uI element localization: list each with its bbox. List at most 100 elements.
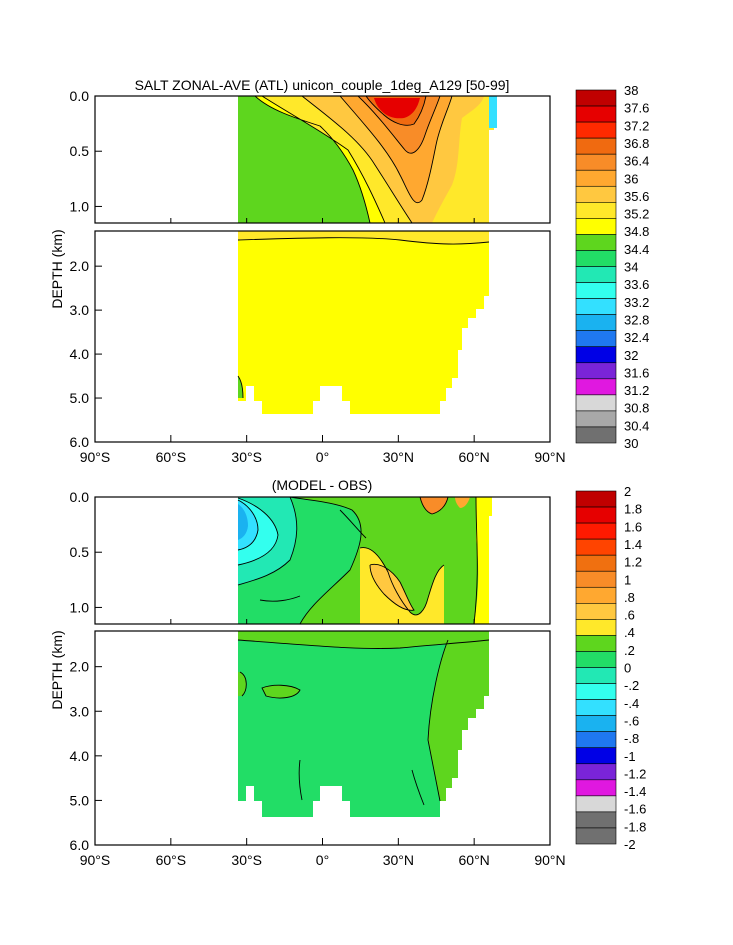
colorbar-label: 36.8 bbox=[624, 136, 649, 151]
x-tick-label: 90°N bbox=[534, 449, 565, 465]
y-axis-label: DEPTH (km) bbox=[49, 229, 65, 308]
colorbar-swatch bbox=[575, 410, 617, 428]
y-tick-label: 0.0 bbox=[70, 489, 90, 505]
colorbar-label: 30 bbox=[624, 436, 638, 451]
colorbar-swatch bbox=[575, 795, 617, 813]
diff-deep-east-positive bbox=[428, 640, 489, 801]
y-tick-label: 0.0 bbox=[70, 88, 90, 104]
y-tick-label: 3.0 bbox=[70, 302, 90, 318]
colorbar-swatch bbox=[575, 314, 617, 331]
colorbar-label: 32.4 bbox=[624, 330, 649, 345]
y-tick-label: 1.0 bbox=[70, 198, 90, 214]
y-tick-label: 0.5 bbox=[70, 143, 90, 159]
colorbar-swatch bbox=[575, 779, 617, 797]
x-tick-label: 0° bbox=[316, 852, 329, 868]
diff-field-negative-4 bbox=[238, 504, 248, 540]
colorbar-label: 1 bbox=[624, 572, 631, 587]
diff-deep-blob-1 bbox=[262, 685, 300, 698]
colorbar-swatch bbox=[575, 137, 617, 155]
x-tick-label: 30°S bbox=[231, 449, 262, 465]
y-tick-label: 5.0 bbox=[70, 390, 90, 406]
colorbar-label: -1.4 bbox=[624, 784, 646, 799]
colorbar-label: .6 bbox=[624, 608, 635, 623]
colorbar-label: .8 bbox=[624, 590, 635, 605]
colorbar-label: 33.6 bbox=[624, 277, 649, 292]
y-tick-label: 3.0 bbox=[70, 703, 90, 719]
colorbar-label: .2 bbox=[624, 643, 635, 658]
salt-deep-southern bbox=[238, 376, 243, 398]
colorbar-label: 30.8 bbox=[624, 401, 649, 416]
x-tick-label: 90°S bbox=[80, 449, 111, 465]
colorbar-label: -1.8 bbox=[624, 819, 646, 834]
y-tick-label: 0.5 bbox=[70, 544, 90, 560]
colorbar-swatch bbox=[575, 506, 617, 524]
salt-lower-panel-field bbox=[237, 231, 490, 414]
colorbar-swatch bbox=[575, 185, 617, 203]
salt-axes: 90°S 60°S 30°S 0° 30°N 60°N 90°N 0.0 0.5 1.0 2.0 3.… bbox=[70, 88, 566, 465]
colorbar-label: 34 bbox=[624, 260, 638, 275]
colorbar-label: -1.2 bbox=[624, 766, 646, 781]
colorbar-swatch bbox=[575, 282, 617, 299]
salt-field-37.2 bbox=[374, 98, 420, 119]
colorbar-label: 36 bbox=[624, 171, 638, 186]
y-tick-label: 1.0 bbox=[70, 599, 90, 615]
diff-field-surface-warm bbox=[420, 497, 448, 514]
y-tick-label: 4.0 bbox=[70, 346, 90, 362]
colorbar-swatch bbox=[575, 731, 617, 749]
colorbar-swatch bbox=[575, 105, 617, 123]
colorbar-label: -.8 bbox=[624, 731, 639, 746]
diff-deep-contours bbox=[237, 639, 490, 806]
x-tick-label: 60°N bbox=[459, 449, 490, 465]
colorbar-label: 0 bbox=[624, 661, 631, 676]
salt-deep-contours bbox=[237, 237, 490, 399]
salt-chart: SALT ZONAL-AVE (ATL) unicon_couple_1deg_… bbox=[49, 77, 649, 465]
colorbar-swatch bbox=[575, 169, 617, 187]
colorbar-swatch bbox=[575, 234, 617, 251]
colorbar-swatch bbox=[575, 121, 617, 139]
colorbar-swatch bbox=[575, 426, 617, 444]
colorbar-label: 32.8 bbox=[624, 312, 649, 327]
x-tick-label: 90°S bbox=[80, 852, 111, 868]
colorbar-swatch bbox=[575, 651, 617, 668]
colorbar-label: 33.2 bbox=[624, 295, 649, 310]
diff-field-positive-high bbox=[370, 564, 414, 611]
colorbar-label: 37.2 bbox=[624, 118, 649, 133]
colorbar-swatch bbox=[575, 554, 617, 572]
colorbar-swatch bbox=[575, 202, 617, 219]
colorbar-swatch bbox=[575, 346, 617, 364]
y-axis-label: DEPTH (km) bbox=[49, 630, 65, 709]
diff-chart: (MODEL - OBS) 90°S 60°S 30°S 0° 30°N 60°N 9 bbox=[49, 477, 646, 868]
colorbar-swatch bbox=[575, 570, 617, 588]
colorbar-swatch bbox=[575, 89, 617, 107]
salt-deep-field bbox=[238, 231, 489, 414]
y-tick-label: 5.0 bbox=[70, 792, 90, 808]
colorbar-swatch bbox=[575, 266, 617, 283]
diff-axes: 90°S 60°S 30°S 0° 30°N 60°N 90°N 0.0 0.5 1.0 2.0 3.… bbox=[70, 489, 566, 868]
colorbar-label: 1.4 bbox=[624, 537, 642, 552]
salt-field-contours bbox=[254, 96, 453, 223]
y-tick-label: 6.0 bbox=[70, 434, 90, 450]
colorbar-label: 1.6 bbox=[624, 519, 642, 534]
colorbar-label: -1.6 bbox=[624, 802, 646, 817]
x-tick-label: 60°N bbox=[459, 852, 490, 868]
chart-title: SALT ZONAL-AVE (ATL) unicon_couple_1deg_… bbox=[135, 77, 510, 93]
diff-field-contours bbox=[237, 497, 478, 624]
colorbar-swatch bbox=[575, 218, 617, 235]
colorbar-label: -.6 bbox=[624, 714, 639, 729]
x-tick-label: 30°N bbox=[383, 449, 414, 465]
x-tick-label: 60°S bbox=[156, 449, 187, 465]
colorbar-swatch bbox=[575, 586, 617, 604]
colorbar-swatch bbox=[575, 394, 617, 412]
diff-upper-panel-field bbox=[237, 497, 492, 624]
colorbar-swatch bbox=[575, 362, 617, 380]
colorbar-label: 30.4 bbox=[624, 418, 649, 433]
y-tick-label: 4.0 bbox=[70, 748, 90, 764]
colorbar-swatch bbox=[575, 715, 617, 732]
y-tick-label: 2.0 bbox=[70, 258, 90, 274]
colorbar-swatch bbox=[575, 635, 617, 652]
diff-field-surface-warm-2 bbox=[455, 497, 470, 508]
colorbar-swatch bbox=[575, 699, 617, 716]
x-tick-label: 90°N bbox=[534, 852, 565, 868]
colorbar-swatch bbox=[575, 619, 617, 636]
